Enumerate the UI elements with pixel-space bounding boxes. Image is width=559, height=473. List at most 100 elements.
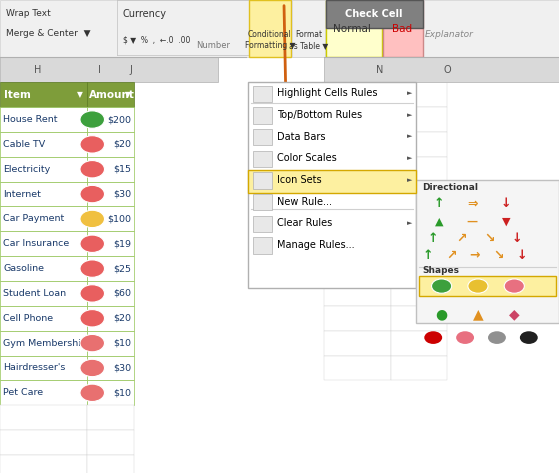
Text: ►: ► [406,112,412,118]
Circle shape [504,279,524,293]
Text: Number: Number [196,42,230,51]
Bar [248,170,416,193]
Bar [0,455,87,473]
Bar [87,455,134,473]
Text: ►: ► [406,155,412,161]
Bar [253,86,272,102]
Bar [391,107,447,132]
Bar [326,0,423,27]
Text: ↓: ↓ [517,249,527,262]
Bar [391,157,447,182]
Bar [87,405,134,430]
Bar [248,82,416,289]
Text: $100: $100 [107,214,131,223]
Circle shape [80,260,105,277]
Text: Wrap Text: Wrap Text [6,9,50,18]
Bar [324,231,391,256]
Bar [391,207,447,231]
Bar [87,380,134,405]
Text: O: O [443,65,451,75]
Bar [391,281,447,306]
Text: Data Bars: Data Bars [277,131,326,141]
Text: Conditional: Conditional [248,30,292,39]
Bar [87,256,134,281]
Bar [253,237,272,254]
Bar [0,107,87,132]
Text: $200: $200 [107,115,131,124]
Bar [324,256,391,281]
Text: —: — [467,217,478,227]
Text: ▼: ▼ [501,217,510,227]
Text: ▼: ▼ [125,90,131,99]
Text: $30: $30 [113,363,131,372]
Bar [383,0,423,57]
Bar [419,276,556,296]
Text: Cable TV: Cable TV [3,140,46,149]
Text: Item: Item [4,90,31,100]
Text: $20: $20 [113,140,131,149]
Text: ↓: ↓ [512,232,522,245]
Bar [324,107,391,132]
Text: Car Payment: Car Payment [3,214,65,223]
Text: ↑: ↑ [434,197,444,210]
Bar [0,380,87,405]
Circle shape [468,279,488,293]
Text: Bad: Bad [392,24,413,34]
Circle shape [80,359,105,377]
Text: Normal: Normal [333,24,371,34]
Text: Gym Membership: Gym Membership [3,339,87,348]
Bar [391,256,447,281]
Bar [253,150,272,167]
Text: Currency: Currency [123,9,167,19]
Text: ↗: ↗ [446,249,456,262]
Bar [391,331,447,356]
Text: Electricity: Electricity [3,165,51,174]
Text: ↘: ↘ [484,232,494,245]
Text: as Table ▼: as Table ▼ [289,42,328,51]
Text: Clear Rules: Clear Rules [277,218,333,228]
Text: House Rent: House Rent [3,115,58,124]
Bar [87,182,134,207]
Bar [324,157,391,182]
Circle shape [488,331,506,344]
Text: ↑: ↑ [423,249,433,262]
Bar [253,194,272,210]
Circle shape [80,160,105,178]
Text: ●: ● [435,307,448,322]
Bar [324,306,391,331]
Text: $10: $10 [113,339,131,348]
Text: Formatting ▼: Formatting ▼ [245,42,295,51]
Text: Top/Bottom Rules: Top/Bottom Rules [277,110,362,120]
Circle shape [80,334,105,352]
Text: ►: ► [406,177,412,183]
Text: I: I [98,65,101,75]
Text: ↑: ↑ [428,232,438,245]
Text: N: N [376,65,384,75]
Circle shape [432,279,452,293]
Bar [391,132,447,157]
Text: $30: $30 [113,190,131,199]
Bar [87,82,134,107]
Text: ▲: ▲ [434,217,443,227]
Bar [87,331,134,356]
Text: ►: ► [406,133,412,140]
Text: Gasoline: Gasoline [3,264,44,273]
Text: ⇒: ⇒ [467,197,477,210]
Text: New Rule...: New Rule... [277,197,332,207]
Text: Icon Sets: Icon Sets [277,175,322,185]
Circle shape [424,331,442,344]
Bar [253,172,272,189]
Circle shape [456,331,474,344]
Bar [391,182,447,207]
Bar [324,82,391,107]
Text: Directional: Directional [422,183,478,192]
Text: $25: $25 [113,264,131,273]
Text: $60: $60 [113,289,131,298]
Text: ↗: ↗ [456,232,466,245]
Bar [0,82,87,107]
Text: Student Loan: Student Loan [3,289,67,298]
Bar [324,132,391,157]
Bar [249,0,291,57]
Text: $15: $15 [113,165,131,174]
Bar [0,281,87,306]
